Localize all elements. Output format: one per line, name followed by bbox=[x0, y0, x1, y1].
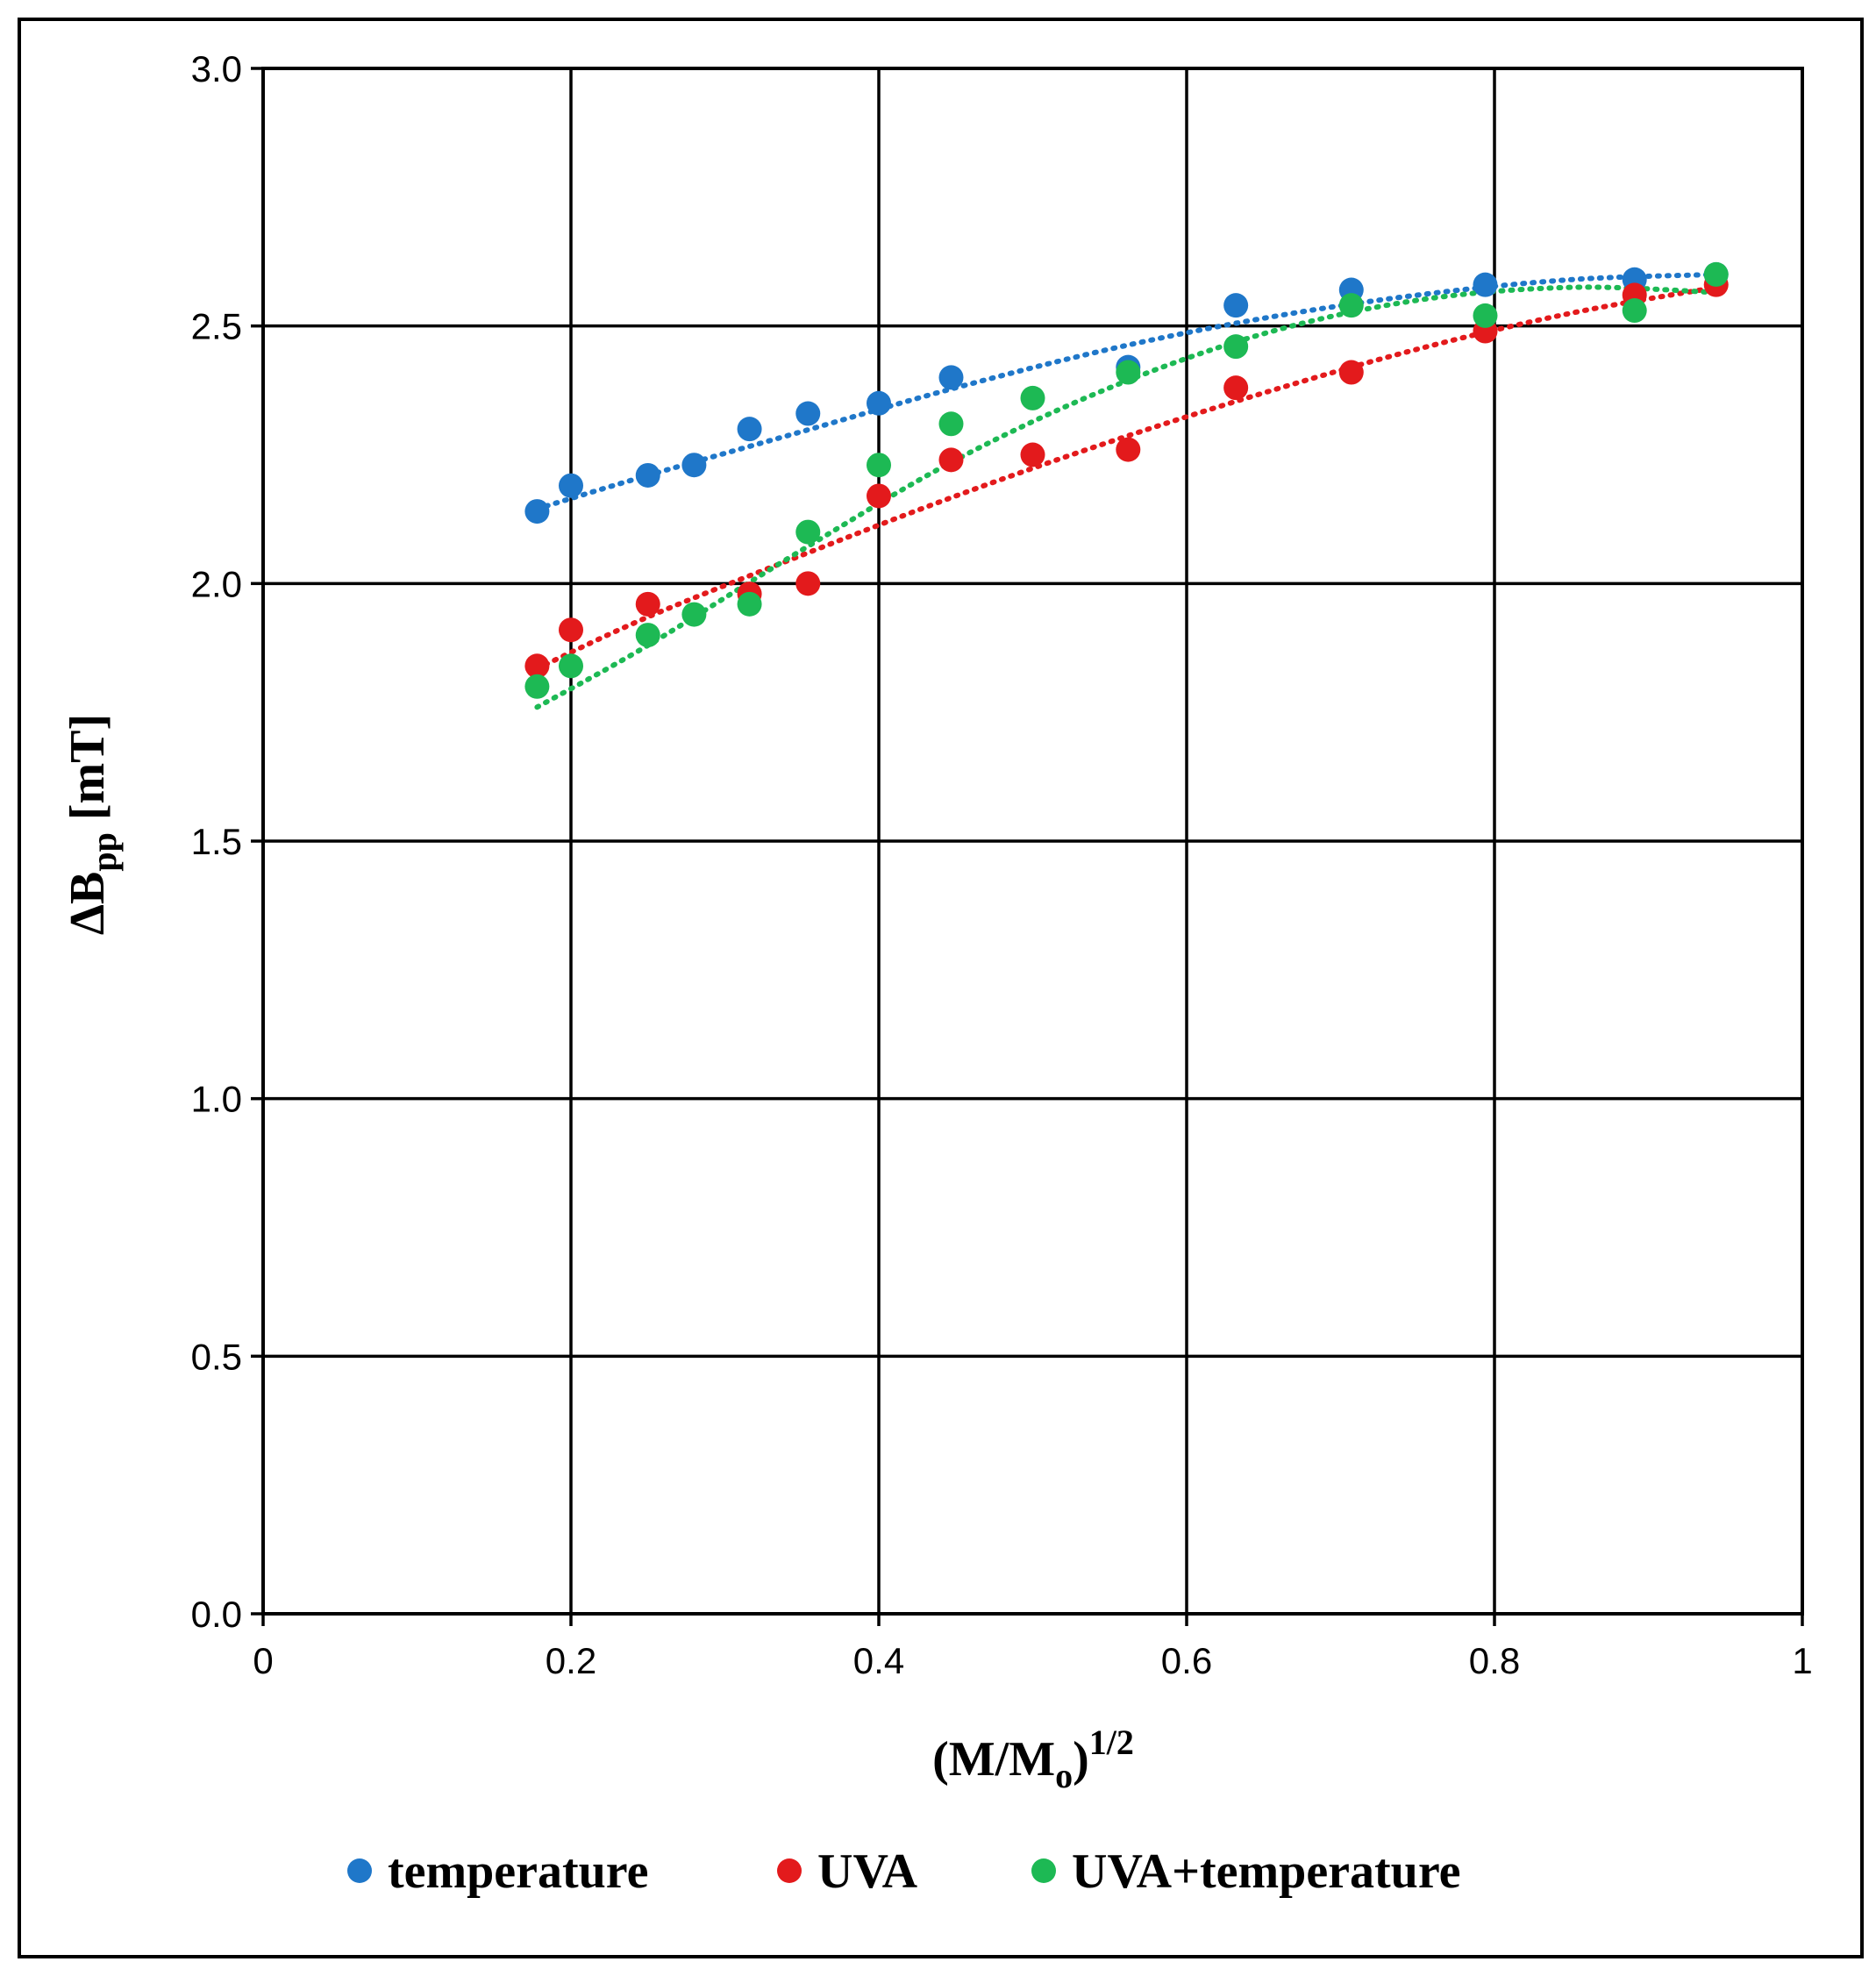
data-point-uva-temperature bbox=[1116, 360, 1141, 385]
data-point-uva-temperature bbox=[635, 623, 660, 648]
data-point-uva-temperature bbox=[1622, 298, 1647, 324]
y-tick-label: 0.0 bbox=[191, 1594, 242, 1635]
y-tick-label: 3.0 bbox=[191, 48, 242, 89]
data-point-uva bbox=[1338, 360, 1364, 385]
data-point-temperature bbox=[795, 401, 821, 426]
data-point-temperature bbox=[1473, 272, 1498, 297]
trend-layer bbox=[534, 271, 1719, 710]
data-point-uva bbox=[559, 617, 583, 643]
y-axis-title-main: ΔB bbox=[61, 872, 115, 935]
x-tick-label: 1 bbox=[1792, 1640, 1812, 1681]
data-point-uva-temperature bbox=[1020, 385, 1045, 410]
x-axis-title-sub: o bbox=[1055, 1756, 1073, 1795]
data-point-uva-temperature bbox=[681, 602, 707, 627]
x-tick-label: 0 bbox=[253, 1640, 273, 1681]
data-point-uva bbox=[635, 591, 660, 617]
grid-layer bbox=[261, 67, 1804, 1616]
data-point-uva-temperature bbox=[1223, 334, 1249, 360]
data-point-uva-temperature bbox=[1338, 293, 1364, 318]
data-point-temperature bbox=[635, 462, 660, 488]
legend-marker-temperature bbox=[347, 1858, 372, 1883]
x-axis-title-sup: 1/2 bbox=[1089, 1723, 1134, 1762]
data-point-uva bbox=[524, 653, 550, 679]
chart-frame bbox=[18, 18, 1864, 1958]
y-tick-label: 2.0 bbox=[191, 563, 242, 604]
plot-area-border bbox=[261, 67, 1804, 1616]
data-point-temperature bbox=[1223, 293, 1249, 318]
data-point-uva bbox=[1116, 437, 1141, 462]
data-point-uva bbox=[795, 571, 821, 596]
legend-marker-uva bbox=[777, 1858, 802, 1883]
data-point-temperature bbox=[559, 473, 583, 498]
x-axis-title-main: (M/M bbox=[932, 1732, 1055, 1787]
axis-layer: 0.0 0.5 1.0 1.5 2.0 2.5 3.0 0 0.2 0.4 0.6 0.8 1 bbox=[191, 48, 1813, 1681]
data-point-temperature bbox=[737, 417, 762, 442]
data-point-uva-temperature bbox=[737, 591, 762, 617]
y-axis-title-sub: pp bbox=[84, 832, 124, 872]
trendline-uva bbox=[534, 284, 1719, 672]
x-tick-label: 0.6 bbox=[1161, 1640, 1212, 1681]
y-tick-label: 0.5 bbox=[191, 1336, 242, 1377]
data-point-uva-temperature bbox=[559, 653, 583, 679]
legend-label-temperature: temperature bbox=[388, 1844, 649, 1899]
data-point-uva-temperature bbox=[795, 519, 821, 545]
data-point-uva bbox=[1223, 375, 1249, 401]
y-axis-title: ΔBpp [mT] bbox=[61, 714, 124, 935]
y-tick-label: 2.5 bbox=[191, 306, 242, 347]
x-axis-title-close: ) bbox=[1073, 1732, 1089, 1787]
legend: temperature UVA UVA+temperature bbox=[347, 1844, 1461, 1899]
x-tick-label: 0.4 bbox=[853, 1640, 904, 1681]
data-point-uva-temperature bbox=[867, 453, 891, 478]
data-point-uva-temperature bbox=[1473, 303, 1498, 328]
data-point-temperature bbox=[681, 453, 707, 478]
data-point-uva-temperature bbox=[938, 411, 964, 437]
x-tick-label: 0.2 bbox=[546, 1640, 596, 1681]
trendline-uva-temperature bbox=[534, 284, 1719, 710]
data-point-temperature bbox=[867, 390, 891, 416]
legend-label-uva: UVA bbox=[817, 1844, 918, 1899]
data-point-uva bbox=[867, 483, 891, 509]
x-tick-label: 0.8 bbox=[1469, 1640, 1520, 1681]
legend-label-uva-temperature: UVA+temperature bbox=[1072, 1844, 1461, 1899]
data-point-uva-temperature bbox=[524, 674, 550, 699]
trendline-temperature bbox=[534, 271, 1719, 512]
y-axis-title-unit: [mT] bbox=[61, 714, 115, 832]
y-tick-label: 1.0 bbox=[191, 1079, 242, 1120]
legend-marker-uva-temperature bbox=[1031, 1858, 1056, 1883]
data-point-uva-temperature bbox=[1703, 261, 1729, 287]
y-tick-label: 1.5 bbox=[191, 821, 242, 862]
data-point-temperature bbox=[938, 365, 964, 390]
x-axis-title: (M/Mo)1/2 bbox=[932, 1723, 1134, 1795]
data-point-uva bbox=[938, 447, 964, 473]
data-point-uva bbox=[1020, 442, 1045, 467]
data-point-temperature bbox=[524, 499, 550, 524]
point-layer bbox=[524, 261, 1729, 699]
